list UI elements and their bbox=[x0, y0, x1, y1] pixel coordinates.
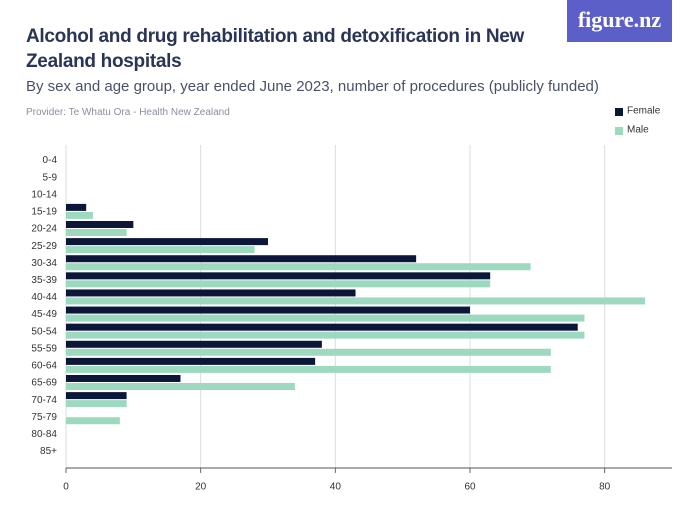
x-tick-label: 0 bbox=[63, 482, 69, 493]
bar bbox=[66, 417, 120, 425]
y-tick-label: 80-84 bbox=[31, 429, 57, 440]
y-tick-label: 70-74 bbox=[31, 395, 57, 406]
chart-subtitle: By sex and age group, year ended June 20… bbox=[26, 78, 599, 95]
bar bbox=[66, 365, 551, 373]
bar bbox=[66, 255, 417, 263]
y-tick-label: 0-4 bbox=[43, 155, 58, 166]
y-tick-label: 75-79 bbox=[31, 412, 57, 423]
bar bbox=[66, 375, 181, 382]
bar bbox=[66, 348, 551, 356]
bar bbox=[66, 357, 316, 365]
chart-title: Alcohol and drug rehabilitation and deto… bbox=[26, 26, 525, 72]
legend-swatch bbox=[615, 108, 623, 116]
bar bbox=[66, 229, 127, 236]
bar bbox=[66, 203, 87, 211]
y-tick-label: 30-34 bbox=[31, 258, 57, 269]
y-tick-label: 10-14 bbox=[31, 189, 57, 200]
y-tick-label: 15-19 bbox=[31, 207, 57, 218]
y-tick-label: 55-59 bbox=[31, 343, 57, 354]
x-tick-label: 80 bbox=[599, 482, 611, 493]
bar bbox=[66, 314, 585, 322]
bar bbox=[66, 211, 93, 219]
y-tick-label: 40-44 bbox=[31, 292, 57, 303]
y-tick-label: 5-9 bbox=[43, 172, 58, 183]
logo: figure.nz bbox=[567, 0, 672, 42]
bar bbox=[66, 297, 646, 305]
bar bbox=[66, 272, 491, 280]
y-tick-label: 25-29 bbox=[31, 241, 57, 252]
bar bbox=[66, 323, 578, 331]
y-tick-label: 65-69 bbox=[31, 378, 57, 389]
bar bbox=[66, 306, 470, 314]
y-tick-label: 85+ bbox=[40, 446, 57, 457]
bar bbox=[66, 331, 585, 339]
bar bbox=[66, 289, 356, 297]
y-tick-label: 50-54 bbox=[31, 326, 57, 337]
bar bbox=[66, 221, 134, 228]
chart-source: Provider: Te Whatu Ora - Health New Zeal… bbox=[26, 107, 230, 118]
y-tick-label: 60-64 bbox=[31, 361, 57, 372]
x-tick-label: 20 bbox=[195, 482, 207, 493]
y-tick-label: 45-49 bbox=[31, 309, 57, 320]
bar bbox=[66, 392, 127, 400]
bar bbox=[66, 238, 268, 246]
legend-label: Female bbox=[627, 106, 661, 117]
bar bbox=[66, 383, 295, 390]
bar bbox=[66, 263, 531, 271]
bar bbox=[66, 400, 127, 408]
bar bbox=[66, 246, 255, 254]
y-tick-label: 35-39 bbox=[31, 275, 57, 286]
legend-label: Male bbox=[627, 125, 649, 136]
bar bbox=[66, 340, 322, 348]
x-tick-label: 60 bbox=[464, 482, 476, 493]
y-tick-label: 20-24 bbox=[31, 224, 57, 235]
x-tick-label: 40 bbox=[330, 482, 342, 493]
legend-swatch bbox=[615, 127, 623, 135]
bar bbox=[66, 280, 491, 288]
